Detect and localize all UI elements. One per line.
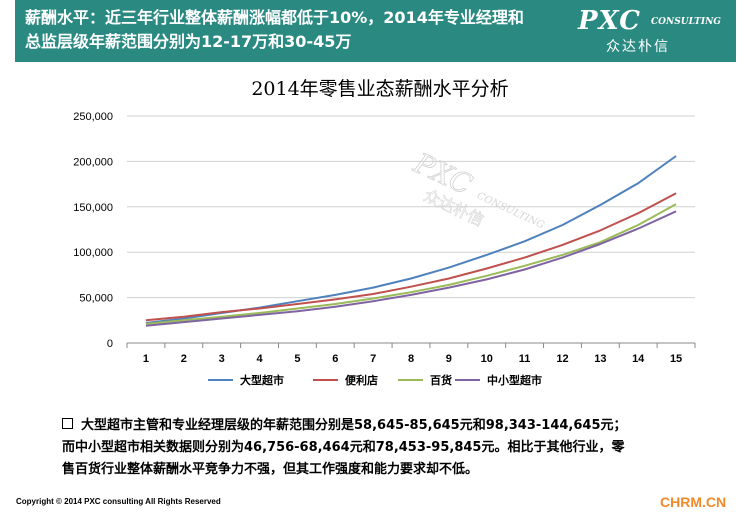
note-line-2: 而中小型超市相关数据则分别为46,756-68,464元和78,453-95,8… bbox=[62, 440, 625, 455]
x-tick-label: 11 bbox=[519, 353, 531, 365]
x-tick-label: 7 bbox=[370, 353, 376, 365]
y-tick-label: 200,000 bbox=[73, 156, 113, 168]
note-line-3: 售百货行业整体薪酬水平竞争力不强，但其工作强度和能力要求却不低。 bbox=[62, 462, 479, 477]
y-axis-ticks: 0 50,000 100,000 150,000 200,000 250,000 bbox=[73, 111, 113, 350]
legend-label: 大型超市 bbox=[240, 373, 284, 387]
logo-sub-text: CONSULTING bbox=[651, 17, 721, 27]
legend-label: 便利店 bbox=[345, 373, 378, 387]
x-tick-label: 6 bbox=[332, 353, 338, 365]
y-tick-label: 150,000 bbox=[73, 202, 113, 214]
x-tick-label: 12 bbox=[556, 353, 568, 365]
logo-main-text: PXC bbox=[578, 6, 641, 36]
pxc-logo: PXC CONSULTING 众达朴信 bbox=[578, 6, 728, 56]
x-tick-label: 5 bbox=[294, 353, 300, 365]
y-tick-label: 0 bbox=[107, 338, 113, 350]
x-tick-label: 4 bbox=[256, 353, 263, 365]
x-tick-label: 14 bbox=[632, 353, 645, 365]
analysis-notes: 大型超市主管和专业经理层级的年薪范围分别是58,645-85,645元和98,3… bbox=[62, 415, 722, 481]
chrm-site-logo: CHRM.CN bbox=[660, 494, 727, 510]
chart-legend: 大型超市 便利店 百货 中小型超市 bbox=[208, 373, 542, 387]
note-line-1-text: 大型超市主管和专业经理层级的年薪范围分别是58,645-85,645元和98,3… bbox=[81, 418, 627, 433]
note-line-1: 大型超市主管和专业经理层级的年薪范围分别是58,645-85,645元和98,3… bbox=[62, 415, 722, 437]
series-line-便利店 bbox=[145, 192, 677, 322]
legend-label: 百货 bbox=[430, 373, 452, 387]
y-tick-label: 250,000 bbox=[73, 111, 113, 123]
x-tick-label: 10 bbox=[481, 353, 493, 365]
chart-title: 2014年零售业态薪酬水平分析 bbox=[251, 78, 508, 100]
copyright-text: Copyright © 2014 PXC consulting All Righ… bbox=[16, 497, 221, 506]
x-tick-label: 9 bbox=[446, 353, 452, 365]
series-line-中小型超市 bbox=[145, 210, 677, 327]
x-tick-label: 2 bbox=[181, 353, 187, 365]
header-title: 薪酬水平：近三年行业整体薪酬涨幅都低于10%，2014年专业经理和 总监层级年薪… bbox=[25, 8, 524, 51]
series-line-百货 bbox=[145, 203, 677, 325]
series-lines bbox=[145, 155, 677, 327]
logo-cn-text: 众达朴信 bbox=[606, 39, 670, 55]
y-tick-label: 100,000 bbox=[73, 247, 113, 259]
x-tick-label: 3 bbox=[219, 353, 225, 365]
x-tick-label: 13 bbox=[594, 353, 606, 365]
watermark-sub: CONSULTING bbox=[475, 191, 546, 232]
header-banner: 薪酬水平：近三年行业整体薪酬涨幅都低于10%，2014年专业经理和 总监层级年薪… bbox=[15, 0, 736, 62]
chart-grid bbox=[127, 115, 695, 344]
y-tick-label: 50,000 bbox=[79, 293, 113, 305]
x-tick-label: 8 bbox=[408, 353, 414, 365]
legend-label: 中小型超市 bbox=[487, 373, 542, 387]
checkbox-bullet-icon bbox=[62, 418, 73, 429]
x-axis-ticks: 1 2 3 4 5 6 7 8 9 10 11 12 13 14 15 bbox=[126, 343, 696, 365]
x-tick-label: 1 bbox=[143, 353, 149, 365]
watermark: PXC CONSULTING 众达朴信 bbox=[408, 146, 546, 232]
x-tick-label: 15 bbox=[670, 353, 682, 365]
